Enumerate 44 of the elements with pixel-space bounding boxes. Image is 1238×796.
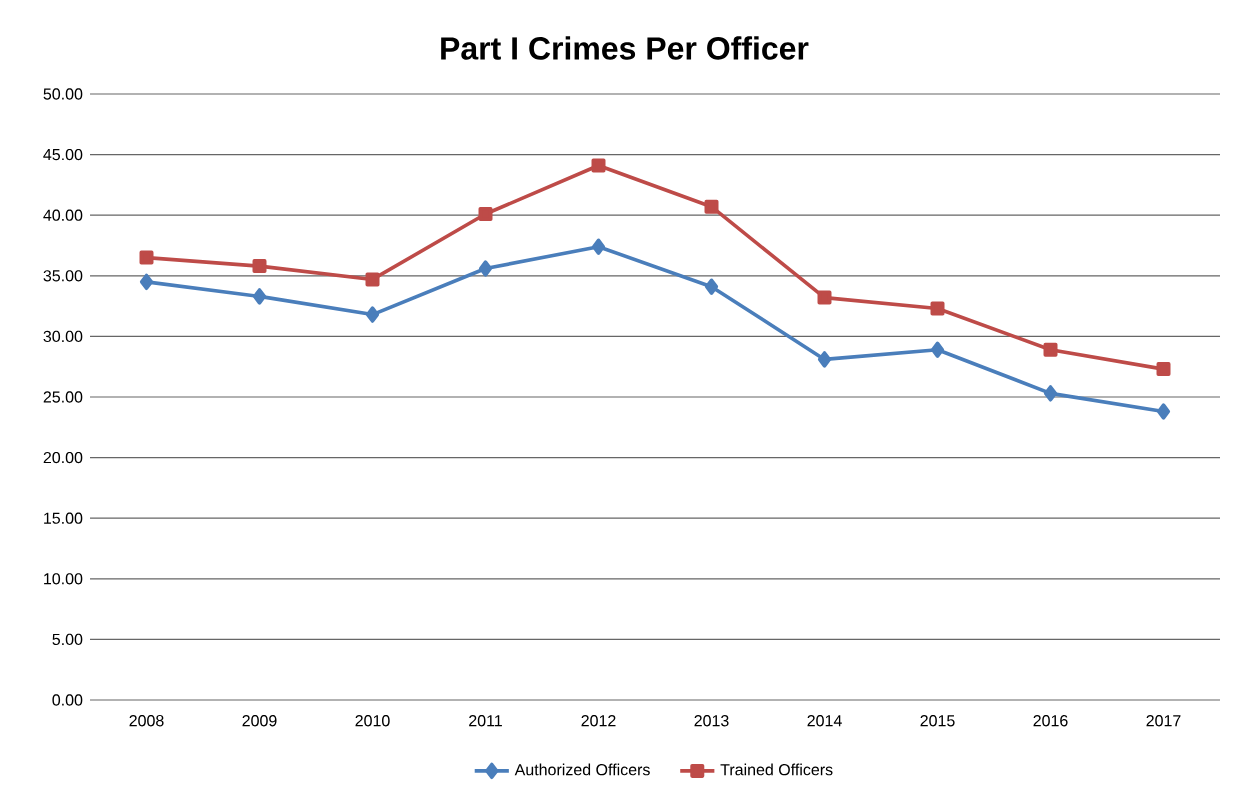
point xyxy=(478,206,493,221)
point xyxy=(817,290,832,305)
point xyxy=(252,288,267,305)
y-tick-label: 30.00 xyxy=(43,330,83,343)
point xyxy=(365,306,380,323)
y-tick-label: 45.00 xyxy=(43,148,83,161)
x-tick-label: 2014 xyxy=(807,715,842,727)
point xyxy=(1156,362,1171,377)
point xyxy=(1043,342,1058,357)
y-tick-label: 35.00 xyxy=(43,270,83,282)
x-tick-label: 2015 xyxy=(920,715,955,727)
y-tick-label: 0.00 xyxy=(52,694,83,706)
x-tick-label: 2011 xyxy=(469,715,502,727)
y-tick-label: 5.00 xyxy=(52,633,83,646)
point xyxy=(139,250,154,265)
x-tick-label: 2008 xyxy=(129,715,164,727)
y-tick-label: 40.00 xyxy=(43,209,83,221)
point xyxy=(139,273,154,291)
point xyxy=(704,199,719,214)
chart-title: Part I Crimes Per Officer xyxy=(441,36,809,60)
x-tick-label: 2009 xyxy=(242,715,277,727)
point xyxy=(817,351,832,368)
y-tick-label: 10.00 xyxy=(44,573,83,585)
point xyxy=(1156,403,1171,420)
y-tick-label: 50.00 xyxy=(43,88,83,100)
point xyxy=(478,260,493,277)
y-tick-label: 15.00 xyxy=(44,512,83,524)
point xyxy=(1043,385,1058,402)
point xyxy=(591,158,606,173)
y-tick-label: 25.00 xyxy=(43,391,83,403)
x-tick-label: 2012 xyxy=(581,715,616,727)
x-tick-label: 2010 xyxy=(355,715,390,727)
legend-label: Trained Officers xyxy=(720,763,833,776)
point xyxy=(704,278,719,295)
point xyxy=(591,238,606,255)
x-tick-label: 2016 xyxy=(1033,715,1068,727)
x-tick-label: 2017 xyxy=(1146,715,1181,727)
point xyxy=(252,259,267,274)
y-tick-label: 20.00 xyxy=(43,451,83,464)
legend-label: Authorized Officers xyxy=(514,763,650,776)
point xyxy=(930,301,945,316)
x-tick-label: 2013 xyxy=(694,715,729,727)
point xyxy=(930,341,945,358)
point xyxy=(365,272,380,287)
